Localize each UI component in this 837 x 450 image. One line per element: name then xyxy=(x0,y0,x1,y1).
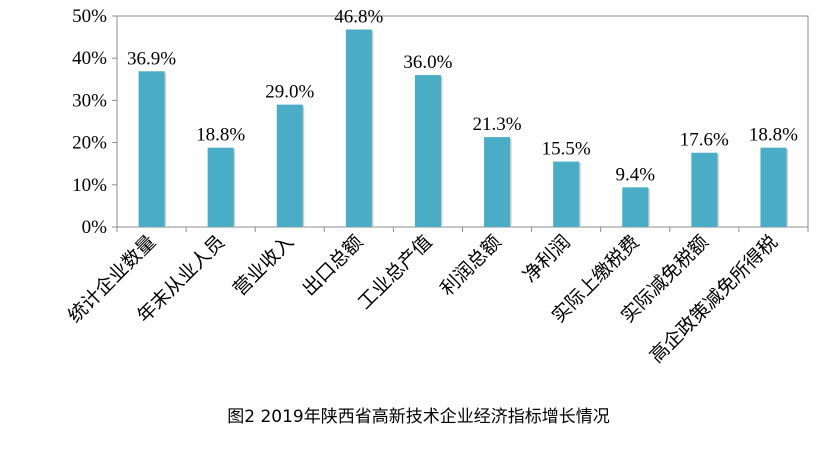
y-tick-label: 20% xyxy=(72,133,107,154)
y-tick-label: 50% xyxy=(72,6,107,27)
data-label: 29.0% xyxy=(265,82,314,103)
bar xyxy=(276,104,303,227)
bar xyxy=(138,71,165,227)
data-label: 36.0% xyxy=(403,52,452,73)
data-label: 18.8% xyxy=(196,125,245,146)
bar xyxy=(691,152,718,227)
data-label: 18.8% xyxy=(749,125,798,146)
data-label: 36.9% xyxy=(127,48,176,69)
category-label: 高企政策减免所得税 xyxy=(646,231,782,367)
data-label: 21.3% xyxy=(473,114,522,135)
bar xyxy=(207,147,234,227)
bar xyxy=(484,137,511,227)
category-label: 净利润 xyxy=(519,231,575,287)
y-tick-label: 0% xyxy=(82,217,108,238)
y-tick-label: 30% xyxy=(72,90,107,111)
chart-caption: 图2 2019年陕西省高新技术企业经济指标增长情况 xyxy=(227,407,610,427)
category-label: 出口总额 xyxy=(298,231,367,300)
bar xyxy=(622,187,649,227)
data-label: 9.4% xyxy=(615,164,655,185)
data-label: 17.6% xyxy=(680,130,729,151)
bar xyxy=(760,147,787,227)
category-label: 利润总额 xyxy=(436,231,505,300)
bar xyxy=(414,75,441,227)
data-label: 15.5% xyxy=(542,139,591,160)
bar xyxy=(345,29,372,228)
bar xyxy=(553,161,580,227)
y-tick-label: 10% xyxy=(72,175,107,196)
y-tick-label: 40% xyxy=(72,48,107,69)
category-label: 营业收入 xyxy=(229,231,298,300)
category-label: 工业总产值 xyxy=(354,231,437,314)
data-label: 46.8% xyxy=(334,7,383,28)
